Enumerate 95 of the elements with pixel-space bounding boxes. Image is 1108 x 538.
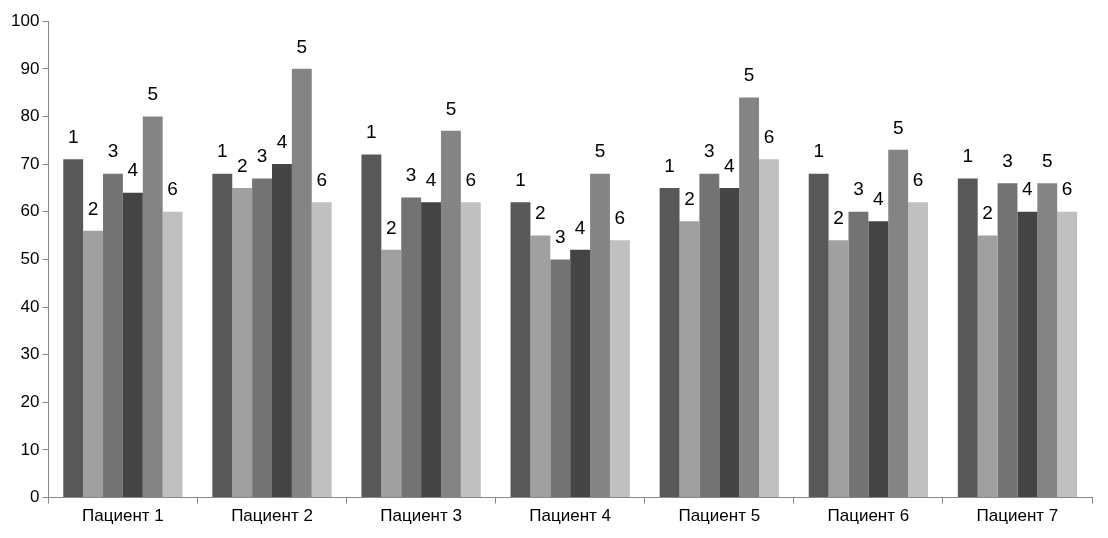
series-label: 5 [445,97,457,119]
text: 3 [704,140,715,162]
series-label: 3 [256,145,268,167]
text: 3 [1002,149,1013,171]
text: 2 [535,202,546,224]
x-tick-label: Пациент 2 [231,506,313,526]
bar [232,187,253,498]
bar [550,259,571,498]
bar [609,240,630,498]
bar [659,187,680,498]
text: 2 [684,188,695,210]
text: 3 [405,164,417,186]
bar [719,187,740,498]
y-tick-label: 70 [20,153,40,173]
x-tick-label: Пациент 7 [976,506,1059,526]
text: 2 [87,197,99,219]
y-tick-label: 80 [20,106,40,126]
bar [63,159,84,498]
x-tick-label: Пациент 3 [380,506,462,526]
text: 2 [236,154,248,176]
text: 4 [1022,178,1033,200]
series-label: 6 [316,168,327,190]
x-tick-label: Пациент 6 [827,506,910,526]
text: 1 [962,145,974,167]
text: 6 [1061,178,1073,200]
text: 5 [147,83,159,105]
y-tick-label: 90 [20,58,40,78]
bar [272,164,292,498]
bar [977,235,998,498]
text: 1 [515,168,526,190]
y-tick-label: 40 [20,296,40,316]
x-tick-label: Пациент 5 [678,506,761,526]
bar [570,249,591,498]
text: 3 [554,226,566,248]
text: 3 [853,178,864,200]
bar [252,178,272,498]
text: 6 [465,168,477,190]
y-tick-label: 30 [20,344,40,364]
text: 1 [664,154,675,176]
series-label: 1 [366,121,377,143]
bar [1017,211,1038,498]
bar [401,197,422,498]
bar [460,202,481,498]
bar [679,221,700,498]
bar [421,202,441,498]
text: 4 [723,154,735,176]
series-label: 2 [385,216,397,238]
bar [868,221,889,498]
x-tick-label: Пациент 4 [529,506,612,526]
text: 1 [67,126,79,148]
bar [122,192,143,498]
text: 5 [743,64,755,86]
y-tick-label: 0 [29,487,40,507]
text: 6 [167,178,178,200]
bar [808,173,829,498]
bar [1057,211,1078,498]
y-tick-label: 60 [20,201,40,221]
text: 2 [982,202,993,224]
text: 1 [813,140,824,162]
bar [162,211,183,498]
bar [212,173,233,498]
y-tick-label: 10 [20,439,40,459]
bar [83,230,104,498]
text: 5 [296,35,308,57]
series-label: 4 [127,159,139,181]
bar [381,249,402,498]
text: 4 [425,168,437,190]
bar [848,211,869,498]
bar [908,202,928,498]
bar [103,173,123,498]
text: 5 [1041,149,1053,171]
text: 4 [276,130,288,152]
bar [311,202,332,498]
y-tick-label: 100 [10,10,40,30]
text: 2 [833,207,844,229]
text: 4 [873,188,884,210]
bar [530,235,551,498]
text: 6 [614,207,626,229]
text: 6 [763,126,775,148]
text: 1 [217,140,228,162]
y-tick-label: 20 [20,392,40,412]
bar [361,154,382,498]
text: 5 [594,140,606,162]
text: 6 [912,168,924,190]
bar [699,173,720,498]
text: 3 [107,140,119,162]
text: 4 [574,216,586,238]
bar [997,183,1018,498]
bar [828,240,849,498]
y-tick-label: 50 [20,249,40,269]
bar [957,178,978,498]
bar [510,202,531,498]
x-tick-label: Пациент 1 [82,506,164,526]
bar [759,159,779,498]
text: 5 [892,116,904,138]
